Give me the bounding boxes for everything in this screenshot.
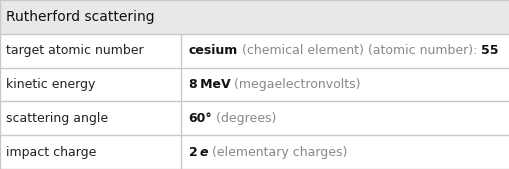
Bar [0,0,509,34]
Text: Rutherford scattering: Rutherford scattering [6,10,154,24]
Text: (elementary charges): (elementary charges) [208,146,347,159]
Text: 60°: 60° [188,112,212,125]
Text: scattering angle: scattering angle [6,112,108,125]
Text: e: e [200,146,208,159]
Bar [0,135,509,169]
Text: (megaelectronvolts): (megaelectronvolts) [230,78,360,91]
Bar [0,34,509,68]
Text: kinetic energy: kinetic energy [6,78,95,91]
Text: (degrees): (degrees) [212,112,276,125]
Text: 2: 2 [188,146,200,159]
Text: cesium: cesium [188,44,238,57]
Bar [0,101,509,135]
Text: target atomic number: target atomic number [6,44,144,57]
Text: 55: 55 [480,44,498,57]
Text: 8 MeV: 8 MeV [188,78,230,91]
Bar [0,68,509,101]
Text: (chemical element) (atomic number):: (chemical element) (atomic number): [241,44,480,57]
Text: impact charge: impact charge [6,146,96,159]
